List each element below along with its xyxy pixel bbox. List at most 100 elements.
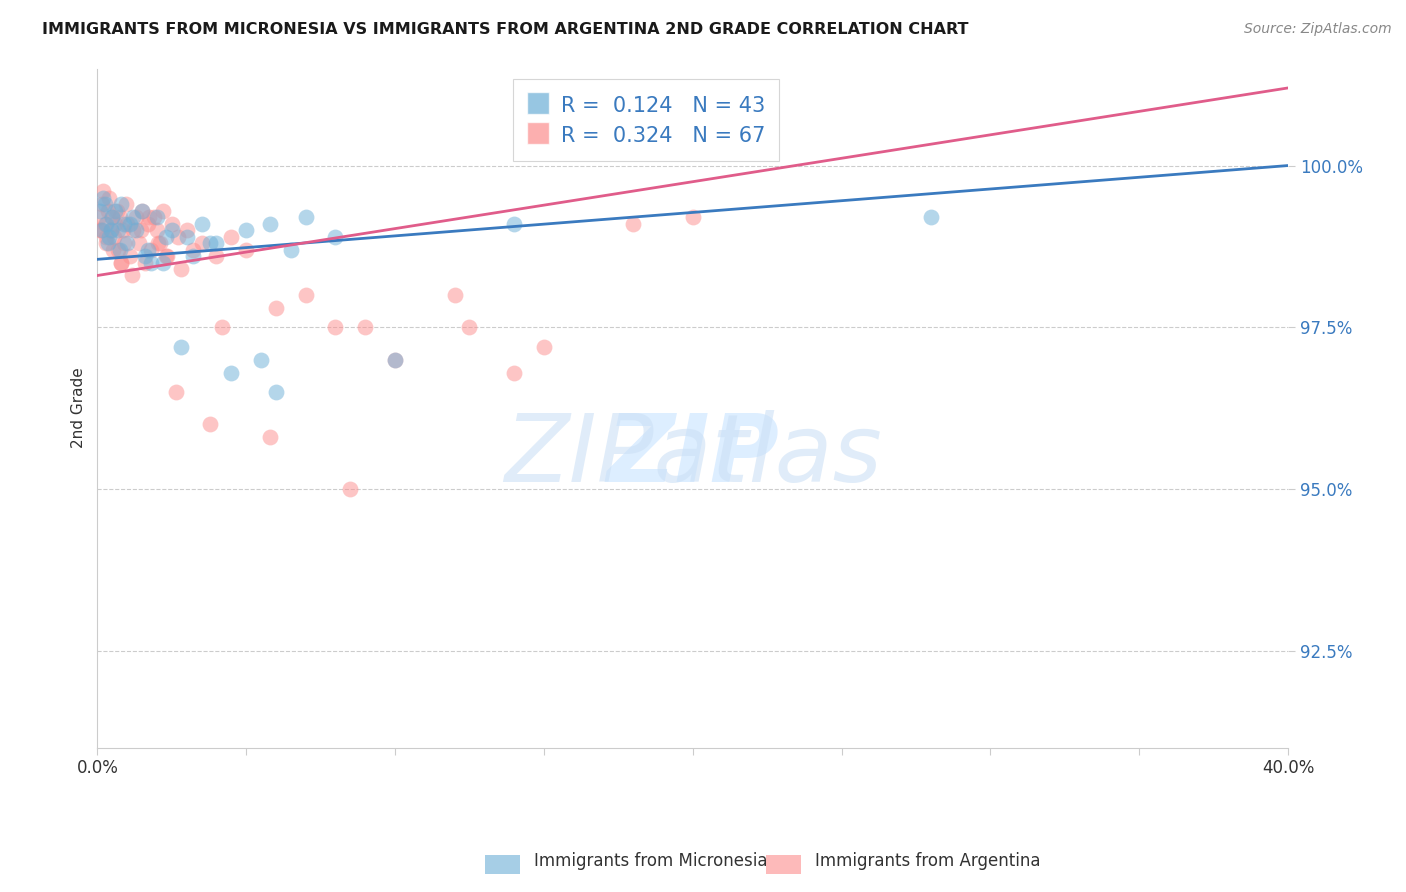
Point (98, 191, 121, 205)
Point (294, 211, 316, 225)
Point (146, 223, 169, 237)
Point (136, 243, 159, 257)
Text: ZIPatlas: ZIPatlas (503, 410, 882, 501)
Point (503, 366, 526, 380)
Point (139, 243, 162, 257)
Point (294, 288, 316, 302)
Point (110, 197, 132, 211)
Point (264, 301, 287, 315)
Point (170, 340, 193, 354)
Point (97, 236, 120, 251)
Point (443, 288, 465, 302)
Point (101, 211, 124, 225)
Point (221, 366, 243, 380)
Point (107, 223, 129, 237)
Point (160, 223, 183, 237)
Point (128, 236, 150, 251)
Point (121, 268, 143, 283)
Point (114, 197, 136, 211)
Point (134, 249, 156, 263)
Point (200, 236, 222, 251)
Point (264, 384, 287, 399)
Text: IMMIGRANTS FROM MICRONESIA VS IMMIGRANTS FROM ARGENTINA 2ND GRADE CORRELATION CH: IMMIGRANTS FROM MICRONESIA VS IMMIGRANTS… (42, 22, 969, 37)
Point (148, 236, 170, 251)
Point (170, 262, 193, 277)
Point (125, 223, 148, 237)
Point (107, 243, 129, 257)
Point (280, 243, 302, 257)
Point (100, 223, 122, 237)
Point (156, 249, 179, 263)
Point (142, 211, 165, 225)
Point (125, 211, 148, 225)
Point (98, 229, 121, 244)
Point (682, 211, 704, 225)
Point (325, 229, 347, 244)
Point (920, 211, 942, 225)
Point (205, 236, 228, 251)
Point (149, 236, 172, 251)
Point (91, 185, 114, 199)
Point (111, 223, 134, 237)
Point (205, 249, 228, 263)
Point (190, 236, 212, 251)
Point (181, 249, 204, 263)
Point (384, 352, 406, 367)
Point (136, 217, 159, 231)
Point (129, 223, 152, 237)
Point (100, 223, 122, 237)
Point (155, 249, 177, 263)
Point (533, 340, 555, 354)
Point (259, 217, 281, 231)
Point (152, 255, 174, 269)
Point (90, 223, 112, 237)
Point (104, 203, 127, 218)
Point (112, 217, 135, 231)
Point (122, 211, 145, 225)
Point (621, 217, 644, 231)
Point (384, 352, 406, 367)
Point (105, 203, 128, 218)
Point (131, 203, 153, 218)
Point (108, 243, 131, 257)
Point (91, 191, 114, 205)
Point (90, 197, 112, 211)
Point (120, 249, 142, 263)
Point (101, 211, 124, 225)
Point (235, 223, 257, 237)
Point (89, 203, 111, 218)
Point (458, 320, 481, 334)
Legend: R =  0.124   N = 43, R =  0.324   N = 67: R = 0.124 N = 43, R = 0.324 N = 67 (513, 78, 779, 161)
Text: ZIP: ZIP (606, 409, 779, 501)
Point (211, 320, 233, 334)
Point (165, 384, 187, 399)
Point (87, 211, 110, 225)
Point (103, 229, 125, 244)
Point (138, 211, 160, 225)
Y-axis label: 2nd Grade: 2nd Grade (72, 368, 86, 449)
Point (152, 203, 174, 218)
Point (166, 229, 188, 244)
Point (146, 211, 169, 225)
Point (104, 217, 127, 231)
Point (131, 203, 153, 218)
Point (221, 229, 243, 244)
Point (96, 217, 118, 231)
Point (503, 217, 526, 231)
Point (108, 211, 131, 225)
Text: Immigrants from Micronesia: Immigrants from Micronesia (534, 852, 768, 870)
Point (101, 243, 124, 257)
Point (250, 352, 273, 367)
Point (115, 217, 138, 231)
Point (176, 223, 198, 237)
Point (110, 255, 132, 269)
Point (134, 255, 156, 269)
Point (94, 229, 117, 244)
Point (96, 236, 118, 251)
Point (325, 320, 347, 334)
Point (354, 320, 377, 334)
Point (94, 197, 117, 211)
Point (155, 229, 177, 244)
Point (110, 255, 132, 269)
Point (139, 255, 162, 269)
